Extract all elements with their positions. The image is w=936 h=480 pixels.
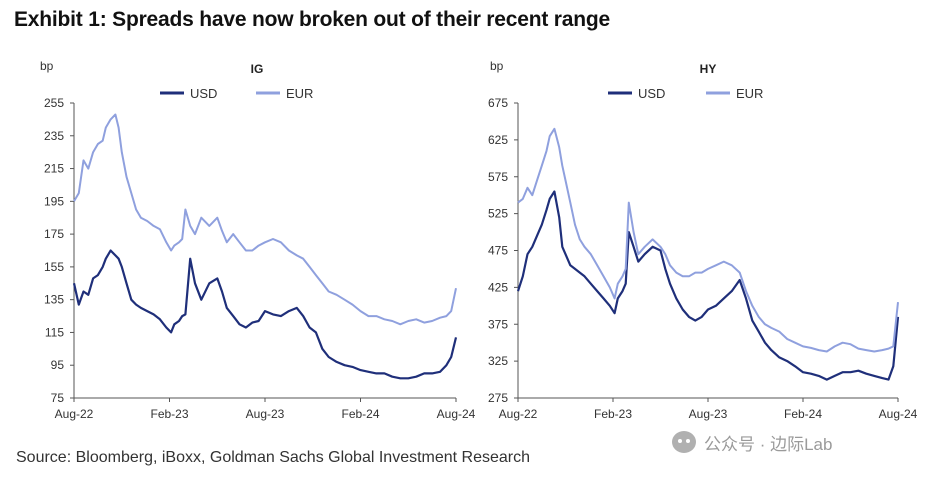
ig-legend-label-eur: EUR: [286, 86, 313, 101]
hy-y-tick-label: 375: [488, 317, 508, 331]
ig-y-tick-label: 95: [51, 358, 65, 372]
hy-y-tick-label: 275: [488, 391, 508, 405]
hy-y-unit-label: bp: [490, 59, 504, 73]
hy-y-tick-label: 675: [488, 96, 508, 110]
source-note: Source: Bloomberg, iBoxx, Goldman Sachs …: [16, 449, 531, 466]
ig-y-unit-label: bp: [40, 59, 54, 73]
hy-y-tick-label: 475: [488, 244, 508, 258]
ig-y-tick-label: 175: [44, 227, 64, 241]
ig-y-tick-label: 115: [45, 325, 64, 339]
ig-panel-title: IG: [251, 62, 264, 76]
hy-series-eur-line: [517, 127, 899, 353]
exhibit-title: Exhibit 1: Spreads have now broken out o…: [14, 8, 610, 31]
hy-y-tick-label: 575: [488, 170, 508, 184]
ig-y-tick-label: 215: [44, 162, 64, 176]
hy-x-tick-label: Feb-24: [784, 407, 822, 421]
hy-legend-label-usd: USD: [638, 86, 665, 101]
hy-y-tick-label: 325: [488, 354, 508, 368]
ig-series-eur-line: [73, 113, 457, 326]
hy-y-tick-label: 525: [488, 207, 508, 221]
ig-y-tick-label: 195: [44, 194, 64, 208]
ig-x-tick-label: Aug-23: [246, 407, 285, 421]
ig-y-tick-label: 75: [51, 391, 65, 405]
hy-series-usd-line: [516, 190, 900, 381]
watermark-text: 公众号 · 边际Lab: [704, 434, 833, 454]
ig-y-tick-label: 235: [44, 129, 64, 143]
hy-y-tick-label: 625: [488, 133, 508, 147]
hy-y-tick-label: 425: [488, 280, 508, 294]
ig-x-tick-label: Aug-22: [55, 407, 94, 421]
watermark: 公众号 · 边际Lab: [672, 428, 832, 456]
hy-x-tick-label: Aug-23: [689, 407, 728, 421]
hy-legend-label-eur: EUR: [736, 86, 763, 101]
ig-y-tick-label: 135: [44, 293, 64, 307]
ig-x-tick-label: Feb-23: [150, 407, 188, 421]
ig-x-tick-label: Feb-24: [341, 407, 379, 421]
hy-x-tick-label: Aug-24: [879, 407, 918, 421]
hy-x-tick-label: Feb-23: [594, 407, 632, 421]
wechat-icon: [672, 431, 696, 453]
ig-y-tick-label: 255: [44, 96, 64, 110]
ig-x-tick-label: Aug-24: [437, 407, 476, 421]
hy-panel-title: HY: [700, 62, 717, 76]
hy-x-tick-label: Aug-22: [499, 407, 538, 421]
ig-legend-label-usd: USD: [190, 86, 217, 101]
ig-y-tick-label: 155: [44, 260, 64, 274]
ig-series-usd-line: [72, 249, 458, 380]
